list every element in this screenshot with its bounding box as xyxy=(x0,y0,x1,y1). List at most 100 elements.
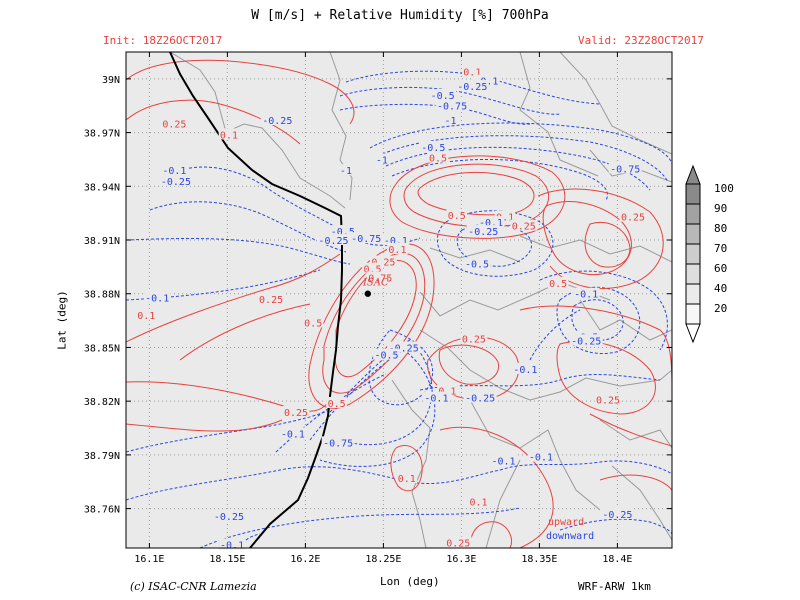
contour-label-bg xyxy=(569,334,603,346)
colorbar-segment xyxy=(685,183,701,205)
x-axis-label: Lon (deg) xyxy=(380,575,440,588)
upward-contour xyxy=(126,381,331,412)
contour-label-bg xyxy=(435,99,469,111)
upward-contour xyxy=(589,413,672,447)
relief-line xyxy=(169,52,346,209)
contour-label-bg xyxy=(494,210,516,222)
colorbar-segment xyxy=(685,203,701,225)
relief-line xyxy=(559,52,672,155)
colorbar-label: 80 xyxy=(714,222,727,235)
station-marker: ISAC xyxy=(362,278,389,297)
contour-label: -0.25 xyxy=(318,236,348,247)
contour-label: -1 xyxy=(340,166,352,177)
contour-label-bg xyxy=(608,162,642,174)
contour-label-bg xyxy=(159,174,193,186)
contour-label: 0.5 xyxy=(429,154,447,165)
upward-contour xyxy=(438,344,500,385)
contour-label-bg xyxy=(329,225,357,237)
coastline xyxy=(169,52,343,548)
contour-label-bg xyxy=(374,153,390,165)
colorbar-label: 20 xyxy=(714,302,727,315)
contour-label-bg xyxy=(338,164,354,176)
contour-label-bg xyxy=(455,80,489,92)
contour-label-bg xyxy=(443,114,458,126)
contour-label: 0.25 xyxy=(162,120,186,131)
x-tick-label: 18.25E xyxy=(365,554,401,565)
contour-label-bg xyxy=(463,391,497,403)
relief-line xyxy=(329,52,353,201)
contour-label-bg xyxy=(135,309,157,321)
colorbar: 100 90 80 70 60 40 20 xyxy=(685,164,734,344)
relief-line xyxy=(485,459,521,548)
contour-label: -0.1 xyxy=(529,453,553,464)
contour-label-bg xyxy=(463,257,491,269)
contour-label: -0.25 xyxy=(214,512,244,523)
upward-contour xyxy=(126,419,283,432)
chart-title: W [m/s] + Relative Humidity [%] 700hPa xyxy=(251,8,549,23)
contour-label-bg xyxy=(260,114,294,126)
contour-label-bg xyxy=(316,234,350,246)
relief-line xyxy=(391,379,431,548)
contour-label: -0.1 xyxy=(479,218,503,229)
upward-contour xyxy=(469,521,512,548)
contour-label: -0.5 xyxy=(374,351,398,362)
contour-label: -0.1 xyxy=(424,394,448,405)
contour-label: -0.5 xyxy=(421,143,445,154)
colorbar-segment xyxy=(685,223,701,245)
contour-label: -0.1 xyxy=(145,293,169,304)
contour-label: 0.25 xyxy=(462,334,486,345)
contour-label: 0.75 xyxy=(368,274,392,285)
contour-label-bg xyxy=(511,362,539,374)
contour-label: -0.25 xyxy=(602,510,632,521)
upward-contour xyxy=(322,252,426,394)
contour-label-bg xyxy=(160,164,188,176)
x-tick-label: 18.15E xyxy=(209,554,245,565)
contour-label-bg xyxy=(366,271,394,283)
contour-label-bg xyxy=(444,536,472,548)
contour-label: 0.25 xyxy=(284,408,308,419)
relief-line xyxy=(469,399,601,511)
relief-line xyxy=(419,329,672,401)
contour-label-bg xyxy=(600,507,634,519)
y-axis-label: Lat (deg) xyxy=(55,290,69,350)
colorbar-bottom-arrow xyxy=(685,323,701,344)
upward-contour xyxy=(126,253,341,343)
contour-label-bg xyxy=(212,509,246,521)
contour-labels: 0.1-0.1-0.25-0.5-0.75-1-1-10.250.1-0.25-… xyxy=(135,65,647,551)
colorbar-label: 100 xyxy=(714,182,734,195)
downward-contour xyxy=(559,518,672,535)
upward-contour xyxy=(417,172,535,216)
contour-label-bg xyxy=(460,332,488,344)
upward-contour xyxy=(556,340,656,415)
station-label: ISAC xyxy=(362,278,389,289)
upward-contour xyxy=(389,155,566,239)
downward-contours xyxy=(126,70,672,548)
downward-contour xyxy=(419,374,661,391)
valid-time: Valid: 23Z28OCT2017 xyxy=(578,34,704,47)
contour-label: -0.5 xyxy=(465,259,489,270)
contour-label: 0.5 xyxy=(363,265,381,276)
contour-label: -0.1 xyxy=(384,236,408,247)
y-tick-label: 39N xyxy=(102,75,120,86)
contour-label-bg xyxy=(143,291,171,303)
downward-contour xyxy=(369,122,672,165)
downward-contour xyxy=(571,299,624,341)
contour-label-bg xyxy=(373,348,400,360)
contour-label: -0.75 xyxy=(323,438,353,449)
y-tick-label: 38.82N xyxy=(84,397,120,408)
contour-label: -0.25 xyxy=(262,116,292,127)
contour-label: 0.5 xyxy=(328,399,346,410)
contour-label: 0.25 xyxy=(596,395,620,406)
contour-label-bg xyxy=(326,396,347,408)
gridlines xyxy=(126,52,672,548)
contour-label: -0.25 xyxy=(571,336,601,347)
upward-contour xyxy=(439,426,554,548)
downward-contour xyxy=(391,159,608,201)
contour-label-bg xyxy=(477,216,505,228)
contour-label: -1 xyxy=(444,116,456,127)
y-tick-label: 38.94N xyxy=(84,182,120,193)
contour-label-bg xyxy=(257,293,285,305)
contour-label: -0.75 xyxy=(351,234,381,245)
downward-contour xyxy=(529,309,581,361)
